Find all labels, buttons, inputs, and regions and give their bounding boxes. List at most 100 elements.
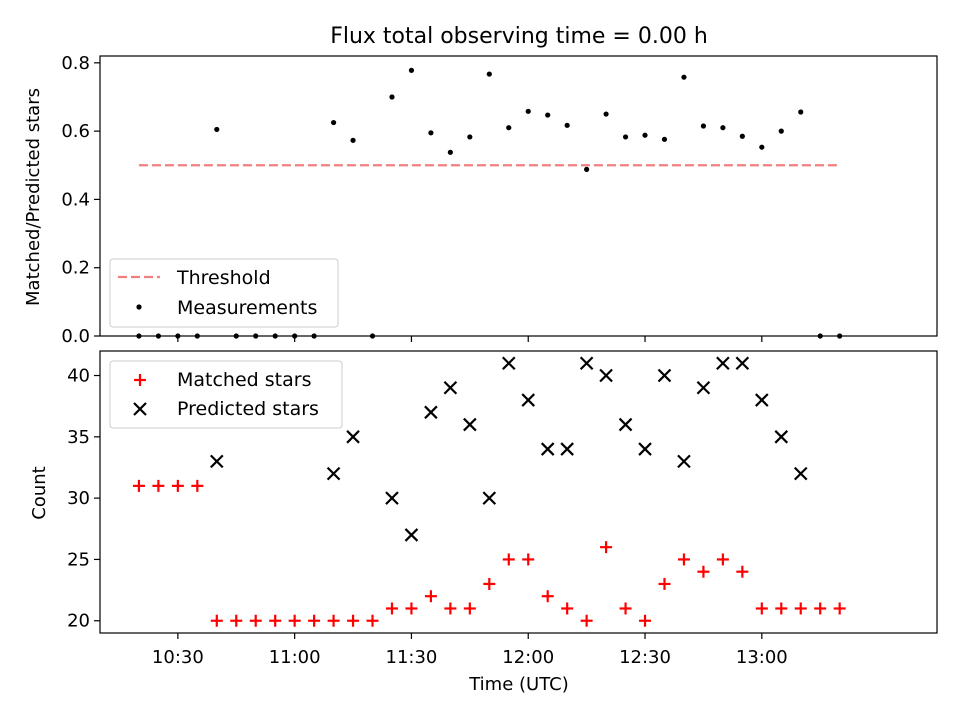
predicted-star-point (793, 466, 808, 481)
bottom-y-tick-label: 20 (67, 611, 90, 632)
measurement-point (447, 149, 453, 155)
matched-star-point (677, 553, 690, 566)
measurement-point (642, 132, 648, 138)
predicted-star-point (346, 430, 360, 444)
bottom-panel: 20 25 30 35 40 10:30 11:00 11:30 12:00 12:30 13:0… (29, 350, 938, 695)
matched-star-point (697, 565, 710, 578)
matched-star-point (210, 614, 223, 627)
predicted-star-point (599, 368, 613, 383)
measurement-point (330, 119, 337, 126)
matched-star-point (580, 614, 593, 627)
measurement-point (389, 94, 395, 100)
predicted-star-point (716, 356, 730, 371)
bottom-y-axis: 20 25 30 35 40 (67, 366, 100, 632)
matched-star-point (308, 614, 321, 627)
measurement-point (506, 125, 512, 131)
predicted-stars-legend-swatch (133, 402, 147, 416)
matched-star-point (444, 602, 457, 615)
matched-star-point (385, 602, 398, 615)
matched-star-point (755, 602, 768, 615)
measurement-point (739, 133, 745, 139)
measurement-point (681, 74, 687, 80)
predicted-stars-legend-label: Predicted stars (177, 398, 319, 420)
predicted-star-point (326, 466, 341, 481)
top-y-tick-label: 0.8 (61, 53, 90, 74)
matched-star-point (483, 577, 496, 590)
predicted-star-point (618, 417, 633, 432)
x-tick-label: 12:00 (502, 647, 554, 668)
predicted-star-point (424, 405, 438, 420)
predicted-star-point (560, 442, 574, 456)
matched-star-point (658, 577, 671, 590)
matched-star-point (716, 553, 729, 566)
matched-star-point (327, 614, 340, 627)
matched-star-point (132, 479, 145, 492)
bottom-legend-box (109, 360, 343, 429)
measurement-point (759, 144, 765, 150)
measurement-point (214, 126, 220, 133)
predicted-star-point (755, 393, 769, 407)
top-axes-frame (99, 55, 938, 337)
predicted-star-point (540, 442, 555, 456)
matched-star-point (794, 602, 807, 615)
matched-star-point (600, 541, 613, 554)
matched-star-point (639, 614, 652, 627)
measurement-point (720, 125, 726, 131)
matched-star-point (502, 553, 515, 566)
matched-star-point (152, 479, 165, 492)
bottom-y-axis-label: Count (29, 466, 50, 519)
predicted-star-point (677, 454, 691, 469)
top-y-tick-label: 0.6 (61, 121, 90, 142)
measurement-point (700, 123, 707, 129)
top-legend: Threshold Measurements (109, 258, 339, 328)
measurement-point (525, 108, 531, 114)
predicted-star-point (404, 528, 419, 542)
predicted-star-point (696, 381, 711, 395)
measurement-point (408, 67, 415, 73)
matched-star-point (775, 602, 788, 615)
matched-star-point (171, 479, 184, 492)
top-y-tick-label: 0.4 (61, 189, 90, 210)
top-y-axis-label: Matched/Predicted stars (23, 88, 44, 306)
x-tick-label: 11:30 (386, 647, 438, 668)
matched-stars-legend-label: Matched stars (177, 369, 311, 391)
measurement-point (661, 136, 668, 142)
x-tick-label: 12:30 (619, 647, 671, 668)
predicted-star-point (657, 368, 672, 383)
measurement-point (428, 130, 434, 136)
measurement-point (467, 134, 473, 140)
predicted-star-point (735, 356, 750, 371)
predicted-star-point (501, 356, 516, 371)
measurement-point (603, 111, 609, 117)
measurement-point (486, 71, 492, 77)
matched-star-point (230, 614, 243, 627)
matched-star-point (249, 614, 262, 627)
predicted-star-point (210, 454, 224, 469)
matched-stars-legend-swatch (134, 374, 146, 386)
matched-star-point (541, 590, 554, 603)
measurement-point (350, 137, 356, 143)
measurement-point (584, 166, 590, 172)
measurements-legend-swatch (136, 304, 142, 310)
measurement-point (622, 134, 629, 140)
matched-star-point (269, 614, 282, 627)
matched-star-point (463, 602, 476, 615)
matched-star-point (366, 614, 379, 627)
matched-star-point (347, 614, 360, 627)
matched-star-point (561, 602, 574, 615)
matched-star-point (522, 553, 535, 566)
predicted-star-point (463, 417, 477, 432)
bottom-plot-area (132, 356, 846, 627)
matched-star-point (405, 602, 418, 615)
predicted-star-point (579, 356, 594, 371)
predicted-star-point (638, 442, 652, 456)
chart-title: Flux total observing time = 0.00 h (330, 24, 708, 49)
top-y-tick-label: 0.2 (61, 258, 90, 279)
measurement-point (778, 128, 784, 134)
matched-star-point (424, 590, 437, 603)
x-tick-label: 11:00 (269, 647, 321, 668)
bottom-y-tick-label: 25 (67, 549, 90, 570)
matched-star-point (288, 614, 301, 627)
bottom-legend: Matched stars Predicted stars (109, 360, 343, 429)
